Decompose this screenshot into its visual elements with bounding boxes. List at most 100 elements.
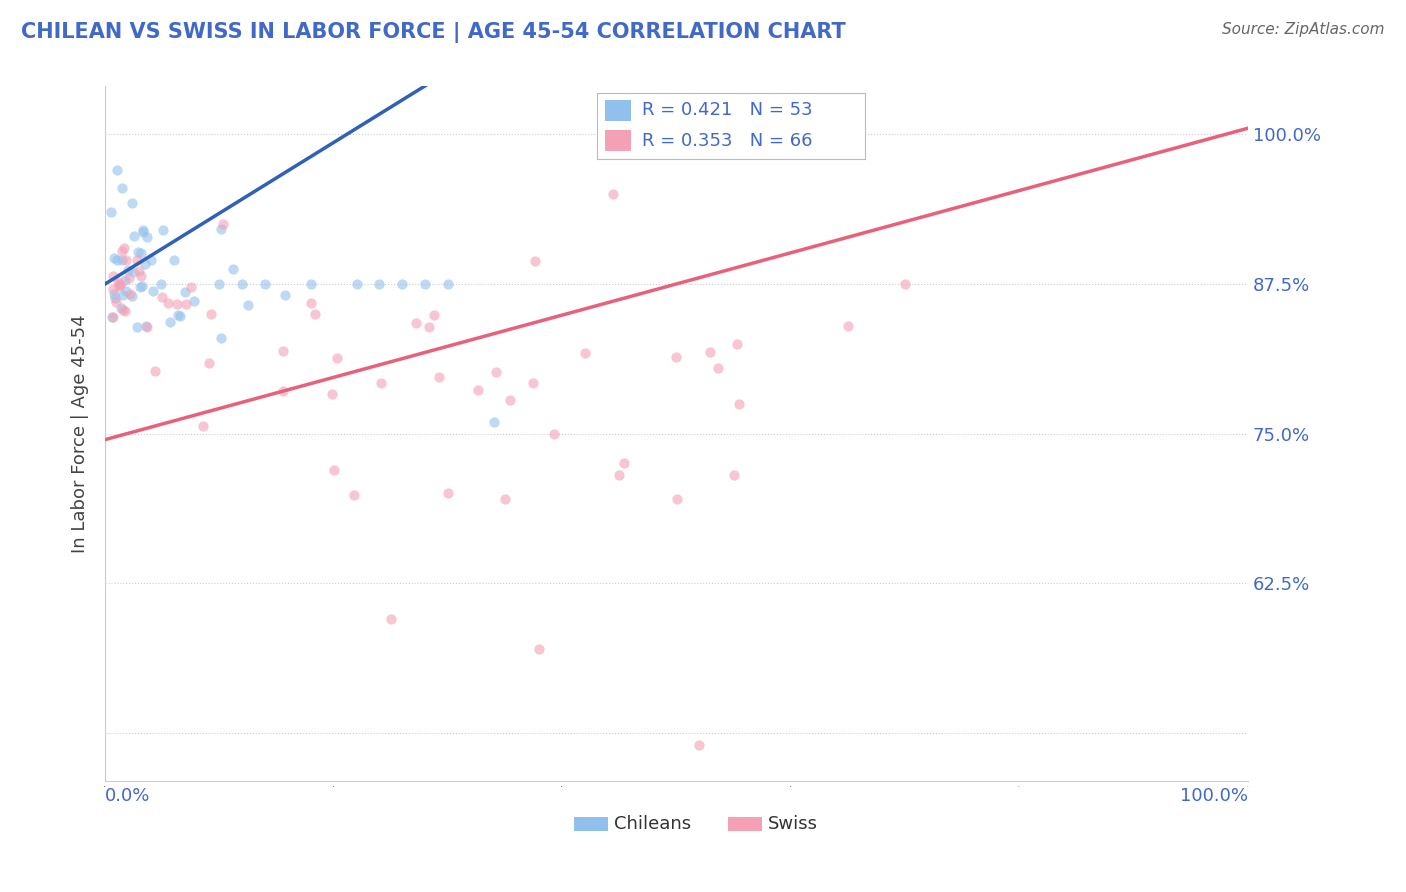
Point — [108, 277, 131, 292]
Point — [103, 251, 125, 265]
Point — [100, 205, 122, 219]
Point — [129, 245, 152, 260]
Point — [121, 265, 143, 279]
Point — [101, 269, 124, 284]
Point — [157, 296, 180, 310]
Point — [159, 315, 181, 329]
Point — [110, 301, 132, 315]
Point — [121, 289, 143, 303]
Point — [191, 419, 214, 434]
Point — [103, 291, 125, 305]
Point — [101, 310, 124, 325]
Point — [128, 279, 150, 293]
Point — [467, 383, 489, 397]
Point — [688, 738, 710, 752]
Point — [131, 223, 153, 237]
Point — [391, 277, 413, 291]
Point — [121, 195, 143, 210]
Point — [894, 277, 917, 291]
Text: Swiss: Swiss — [768, 815, 818, 833]
Point — [136, 320, 159, 334]
Point — [134, 257, 156, 271]
Point — [543, 426, 565, 441]
Point — [110, 277, 132, 291]
Point — [437, 486, 460, 500]
Point — [180, 280, 202, 294]
Point — [200, 307, 222, 321]
Point — [665, 492, 688, 507]
Point — [107, 276, 129, 290]
Bar — [574, 817, 607, 830]
Point — [699, 345, 721, 359]
Point — [299, 277, 322, 291]
Point — [115, 284, 138, 298]
Point — [135, 319, 157, 334]
Point — [122, 229, 145, 244]
Point — [380, 612, 402, 626]
Point — [574, 346, 596, 360]
Point — [108, 279, 131, 293]
Point — [322, 462, 344, 476]
Point — [176, 297, 198, 311]
Point — [101, 282, 124, 296]
Point — [499, 392, 522, 407]
Point — [326, 351, 349, 365]
Point — [111, 244, 134, 258]
Point — [529, 642, 551, 657]
Point — [413, 277, 436, 291]
Point — [613, 456, 636, 470]
Point — [163, 252, 186, 267]
Point — [231, 277, 253, 291]
Point — [254, 277, 277, 291]
Point — [304, 307, 326, 321]
Point — [142, 284, 165, 298]
Point — [136, 230, 159, 244]
Point — [418, 320, 440, 334]
Point — [707, 360, 730, 375]
Point — [222, 262, 245, 277]
Point — [198, 356, 221, 370]
Point — [150, 290, 173, 304]
Point — [103, 287, 125, 301]
Point — [174, 285, 197, 299]
Point — [169, 309, 191, 323]
Point — [370, 376, 392, 391]
Point — [114, 273, 136, 287]
Point — [128, 264, 150, 278]
Text: 0.0%: 0.0% — [105, 787, 150, 805]
Point — [299, 295, 322, 310]
Point — [111, 181, 134, 195]
Point — [723, 468, 745, 483]
Point — [271, 343, 294, 358]
Point — [346, 277, 368, 291]
Point — [423, 308, 446, 322]
Point — [139, 252, 162, 267]
Point — [129, 268, 152, 283]
Point — [143, 364, 166, 378]
Text: CHILEAN VS SWISS IN LABOR FORCE | AGE 45-54 CORRELATION CHART: CHILEAN VS SWISS IN LABOR FORCE | AGE 45… — [21, 22, 846, 44]
Point — [166, 297, 188, 311]
Point — [609, 468, 631, 483]
Point — [209, 222, 232, 236]
Point — [183, 293, 205, 308]
Point — [101, 310, 124, 324]
Point — [427, 369, 450, 384]
Point — [728, 397, 751, 411]
Text: Source: ZipAtlas.com: Source: ZipAtlas.com — [1222, 22, 1385, 37]
Text: 100.0%: 100.0% — [1180, 787, 1249, 805]
Point — [107, 252, 129, 267]
Point — [125, 252, 148, 267]
Point — [111, 253, 134, 268]
Point — [127, 244, 149, 259]
Text: Chileans: Chileans — [613, 815, 690, 833]
Point — [524, 253, 547, 268]
Point — [114, 252, 136, 267]
Point — [166, 308, 188, 322]
Point — [111, 287, 134, 301]
Point — [117, 263, 139, 277]
Point — [112, 241, 135, 255]
Y-axis label: In Labor Force | Age 45-54: In Labor Force | Age 45-54 — [72, 314, 89, 553]
Point — [725, 337, 748, 351]
Point — [321, 386, 343, 401]
Point — [343, 488, 366, 502]
